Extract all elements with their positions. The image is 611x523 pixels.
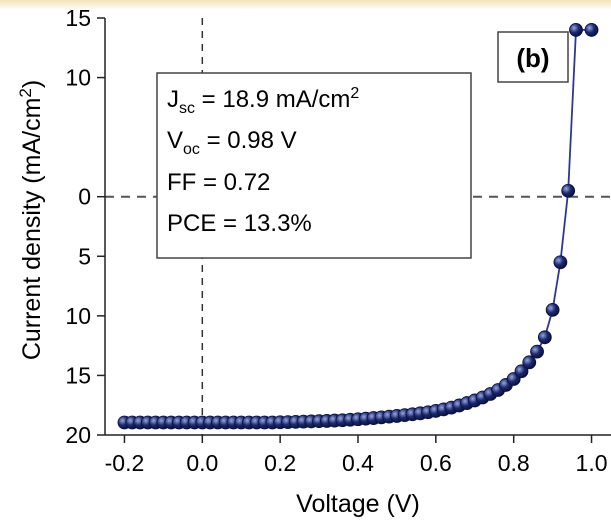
y-axis-title-close: )	[18, 80, 46, 88]
data-point	[514, 364, 529, 379]
annotation-pce: PCE = 13.3%	[167, 210, 312, 237]
data-point	[569, 23, 583, 37]
data-point	[537, 330, 552, 345]
x-tick-label: 1.0	[576, 450, 608, 476]
annotation-voc: Voc = 0.98 V	[167, 127, 297, 158]
y-axis-title-sup: 2	[16, 88, 35, 97]
annotation-voc-rest: = 0.98 V	[200, 127, 297, 154]
x-tick-label: -0.2	[105, 450, 145, 476]
panel-label-frame	[497, 31, 569, 83]
x-tick-label: 0.0	[186, 450, 218, 476]
annotation-voc-main: V	[167, 127, 183, 154]
data-point	[553, 255, 568, 270]
top-gradient-strip	[0, 0, 611, 10]
data-point	[530, 344, 544, 359]
y-tick-label: 20	[65, 422, 91, 448]
y-tick-label: 5	[78, 243, 91, 269]
x-tick-label: 0.6	[420, 450, 452, 476]
annotation-box: Jsc = 18.9 mA/cm2 Voc = 0.98 V FF = 0.72…	[156, 72, 472, 259]
y-axis-title: Current density (mA/cm2)	[16, 80, 46, 360]
data-point	[584, 23, 599, 37]
y-tick-label: 10	[65, 303, 91, 329]
x-tick-label: 0.8	[498, 450, 530, 476]
y-tick-label: 15	[65, 5, 91, 31]
y-axis-title-base: Current density (mA/cm	[18, 98, 46, 361]
annotation-box-frame	[156, 72, 472, 259]
annotation-jsc-main: J	[167, 86, 179, 113]
annotation-ff: FF = 0.72	[167, 169, 270, 196]
x-axis-title: Voltage (V)	[296, 490, 420, 518]
annotation-jsc-rest: = 18.9 mA/cm	[195, 86, 350, 113]
annotation-jsc-sub: sc	[179, 100, 195, 117]
x-tick-label: 0.4	[342, 450, 374, 476]
panel-label: (b)	[516, 43, 549, 73]
data-point	[545, 302, 560, 317]
annotation-jsc-sup: 2	[350, 85, 359, 102]
panel-label-box: (b)	[497, 31, 569, 83]
y-tick-label: 10	[65, 65, 91, 91]
series-markers	[117, 23, 599, 430]
y-tick-label: 0	[78, 184, 91, 210]
y-axis-ticks: 15 10 0 5 10 15 20	[65, 5, 105, 448]
data-point	[522, 355, 537, 370]
annotation-voc-sub: oc	[183, 141, 200, 158]
y-tick-label: 15	[65, 362, 91, 388]
x-tick-label: 0.2	[264, 450, 296, 476]
annotation-jsc: Jsc = 18.9 mA/cm2	[167, 85, 359, 117]
data-point	[561, 183, 576, 198]
x-axis-ticks: -0.2 0.0 0.2 0.4 0.6 0.8 1.0	[105, 435, 608, 476]
